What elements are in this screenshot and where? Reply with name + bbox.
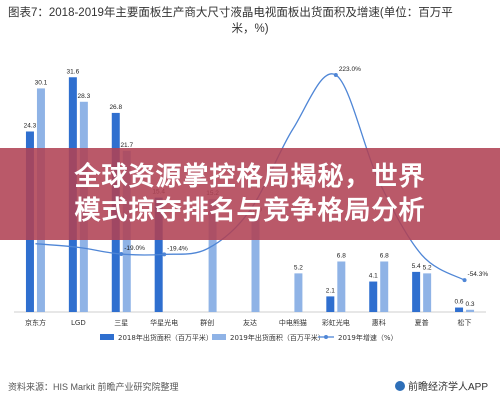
overlay-headline-line2: 模式掠夺排名与竞争格局分析 bbox=[74, 196, 426, 226]
bar-2019 bbox=[337, 261, 346, 312]
legend-label-2018: 2018年出货面积（百万平米） bbox=[118, 333, 213, 342]
growth-point bbox=[162, 252, 167, 257]
x-tick-label: 惠科 bbox=[372, 318, 386, 327]
growth-point bbox=[462, 278, 467, 283]
data-label-2019: 5.2 bbox=[423, 264, 432, 271]
x-tick-label: 彩虹光电 bbox=[322, 318, 350, 327]
bar-2018 bbox=[369, 281, 378, 312]
brand-logo-icon bbox=[394, 381, 405, 391]
data-label-2018: 4.1 bbox=[369, 273, 378, 280]
legend-swatch-line-point bbox=[324, 335, 328, 339]
data-label-2018: 5.4 bbox=[412, 263, 421, 270]
legend-label-2019: 2019年出货面积（百万平米） bbox=[230, 333, 325, 342]
bar-2019 bbox=[466, 309, 475, 312]
overlay-banner bbox=[0, 148, 500, 240]
data-label-2019: 6.8 bbox=[337, 252, 346, 259]
data-label-2019: 21.7 bbox=[120, 142, 133, 149]
data-label-2019: 28.3 bbox=[78, 93, 91, 100]
x-tick-label: 京东方 bbox=[25, 318, 46, 327]
growth-label: -19.4% bbox=[167, 245, 188, 252]
growth-label: 223.0% bbox=[339, 66, 361, 73]
overlay-headline-line1: 全球资源掌控格局揭秘，世界 bbox=[74, 162, 426, 192]
bar-2019 bbox=[423, 273, 432, 312]
growth-label: -54.3% bbox=[468, 271, 489, 278]
data-label-2018: 31.6 bbox=[67, 68, 80, 75]
bar-2019 bbox=[380, 261, 389, 312]
overlay-headline: 全球资源掌控格局揭秘，世界 模式掠夺排名与竞争格局分析 bbox=[0, 160, 500, 228]
data-label-2019: 5.2 bbox=[294, 264, 303, 271]
x-tick-label: 夏普 bbox=[415, 318, 429, 327]
brand-mark: 前瞻经济学人APP bbox=[394, 378, 488, 393]
growth-point bbox=[333, 72, 338, 77]
data-label-2018: 26.8 bbox=[109, 104, 122, 111]
data-label-2019: 0.3 bbox=[466, 301, 475, 308]
x-tick-label: 中电熊猫 bbox=[279, 318, 307, 327]
legend-label-growth: 2019年增速（%） bbox=[338, 333, 397, 342]
x-tick-label: 松下 bbox=[458, 318, 472, 327]
bar-2018 bbox=[455, 307, 464, 312]
bar-2018 bbox=[412, 271, 421, 312]
legend-swatch-2019 bbox=[212, 334, 226, 340]
x-tick-label: 华星光电 bbox=[150, 318, 178, 327]
growth-label: -19.0% bbox=[124, 245, 145, 252]
source-note: 资料来源：HIS Markit 前瞻产业研究院整理 bbox=[8, 382, 179, 392]
x-tick-label: 三星 bbox=[114, 319, 128, 327]
chart-title: 图表7：2018-2019年主要面板生产商大尺寸液晶电视面板出货面积及增速(单位… bbox=[8, 6, 492, 37]
bar-2019 bbox=[208, 199, 217, 312]
chart-title-line2: 米，%) bbox=[231, 23, 269, 35]
x-tick-label: 友达 bbox=[243, 318, 257, 327]
legend-swatch-2018 bbox=[100, 334, 114, 340]
x-tick-label: LGD bbox=[71, 319, 86, 327]
growth-point bbox=[119, 252, 124, 257]
bar-2019 bbox=[251, 215, 260, 312]
data-label-2018: 2.1 bbox=[326, 287, 335, 294]
bar-2018 bbox=[326, 296, 335, 312]
bar-2019 bbox=[294, 273, 303, 312]
chart-title-line1: 图表7：2018-2019年主要面板生产商大尺寸液晶电视面板出货面积及增速(单位… bbox=[8, 7, 453, 19]
x-tick-label: 群创 bbox=[200, 318, 214, 327]
brand-label: 前瞻经济学人APP bbox=[407, 382, 488, 393]
data-label-2018: 0.6 bbox=[455, 299, 464, 306]
data-label-2019: 6.8 bbox=[380, 252, 389, 259]
data-label-2018: 24.3 bbox=[24, 122, 37, 129]
data-label-2019: 30.1 bbox=[35, 79, 48, 86]
